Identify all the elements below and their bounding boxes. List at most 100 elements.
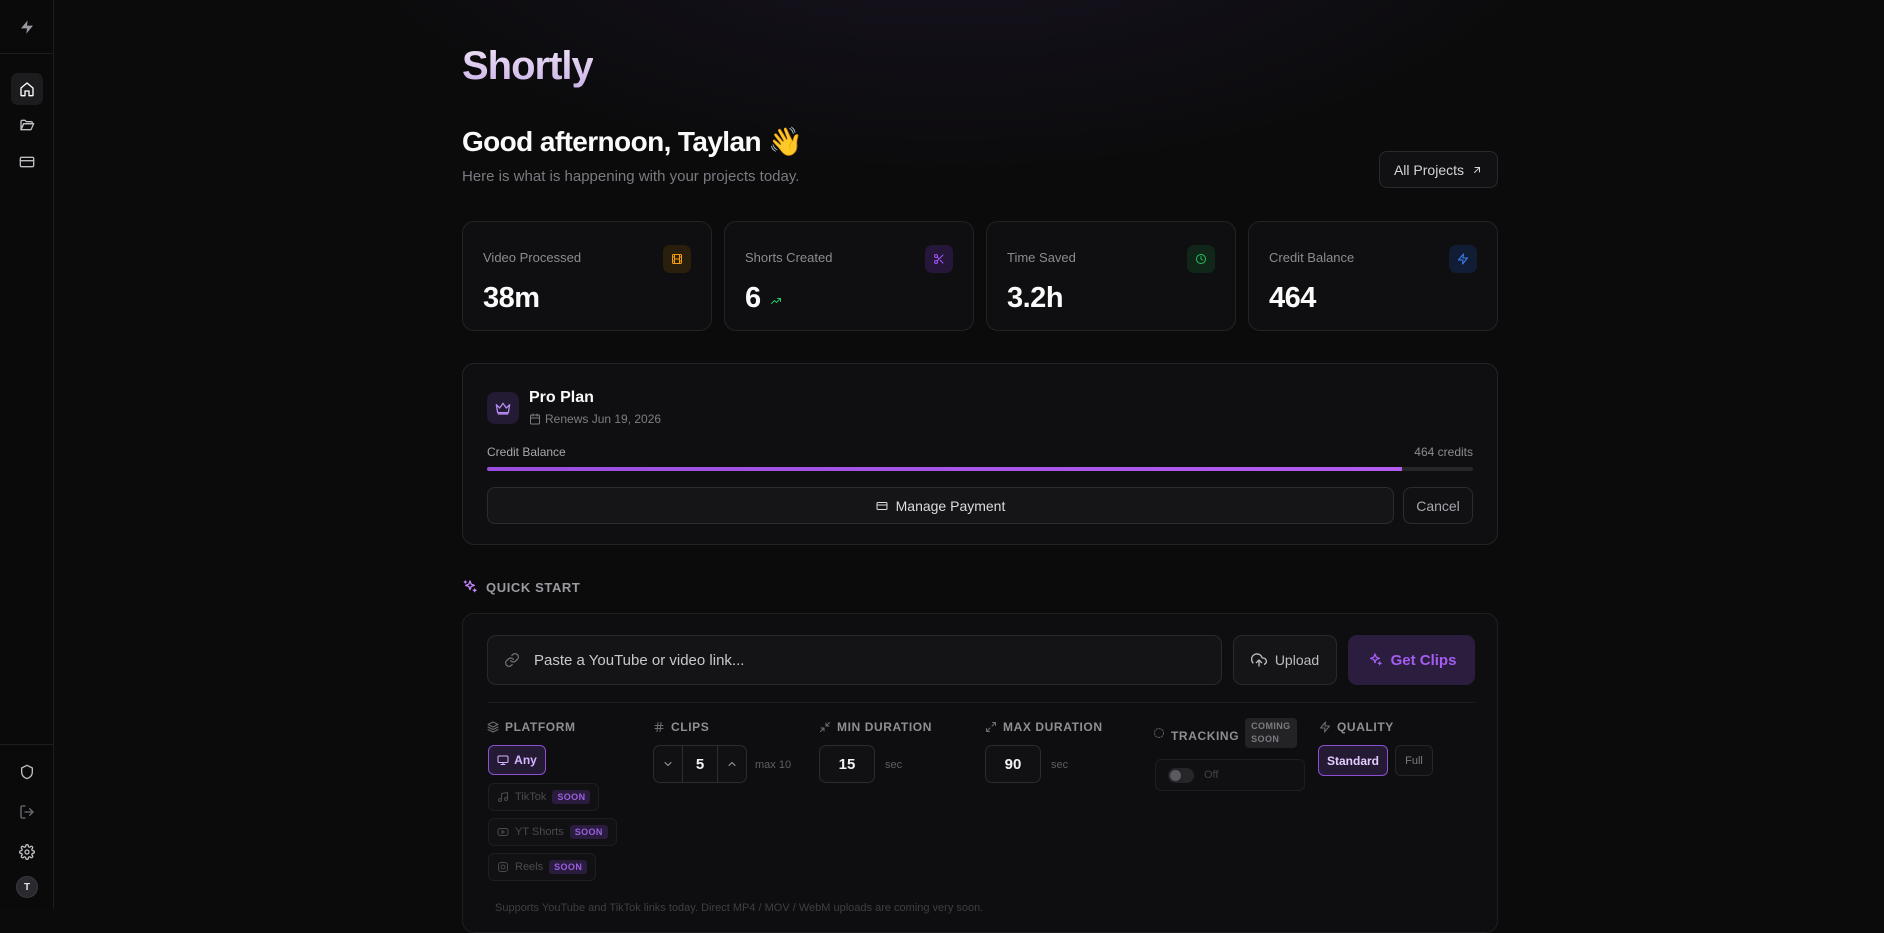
maximize-icon [985,721,997,733]
upload-label: Upload [1274,652,1320,668]
link-icon [504,652,520,668]
greeting-heading: Good afternoon, Taylan 👋 [462,126,803,157]
youtube-icon [497,826,509,838]
all-projects-label: All Projects [1393,161,1464,178]
sparkles-icon [1367,652,1383,668]
zap-icon [19,19,35,35]
quick-start-heading: QUICK START [462,579,580,595]
avatar[interactable]: T [16,876,38,898]
link-input-wrapper[interactable] [487,635,1222,685]
calendar-icon [529,413,541,425]
supported-sources-note: Supports YouTube and TikTok links today.… [495,902,984,914]
max-duration-label-text: MAX DURATION [1003,720,1103,734]
credit-balance-value: 464 credits [1414,445,1473,459]
app-logo[interactable] [0,0,54,54]
stat-card-video-processed: Video Processed 38m [462,221,712,331]
platform-option-tiktok[interactable]: TikTok SOON [488,783,600,811]
clips-max-hint: max 10 [755,759,792,771]
upload-button[interactable]: Upload [1233,635,1337,685]
get-clips-label: Get Clips [1390,651,1457,669]
quick-start-title: QUICK START [486,579,581,595]
video-link-input[interactable] [534,651,1184,669]
instagram-icon [497,861,509,873]
clips-label-text: CLIPS [671,720,710,734]
layers-icon [487,721,499,733]
max-duration-unit: sec [1051,759,1069,771]
min-duration-label-text: MIN DURATION [837,720,932,734]
stats-row: Video Processed 38m Shorts Created 6 Tim… [462,221,1498,331]
stat-label: Shorts Created [745,250,833,265]
plan-card: Pro Plan Renews Jun 19, 2026 Credit Bala… [462,363,1498,545]
sidebar-item-security[interactable] [11,756,43,788]
sidebar-item-home[interactable] [11,73,43,105]
increment-button[interactable] [718,746,746,782]
gear-icon [19,844,35,860]
cancel-button[interactable]: Cancel [1403,487,1473,524]
stat-label: Time Saved [1007,250,1076,265]
all-projects-button[interactable]: All Projects [1378,151,1498,188]
soon-badge: SOON [549,860,588,874]
clips-label: CLIPS [653,720,709,734]
max-duration-label: MAX DURATION [985,720,1103,734]
stat-value: 6 [745,282,761,314]
stat-card-credit-balance: Credit Balance 464 [1248,221,1498,331]
max-duration-input[interactable]: 90 [985,745,1041,783]
platform-option-any[interactable]: Any [488,745,546,775]
chevron-up-icon [726,758,738,770]
sidebar-item-billing[interactable] [11,146,43,178]
sidebar-divider [0,744,54,745]
toggle-switch[interactable] [1168,767,1194,783]
clips-value[interactable]: 5 [682,746,718,782]
credit-card-icon [876,500,888,512]
arrow-up-right-icon [1471,164,1483,176]
tracking-state: Off [1204,769,1219,781]
sidebar-item-logout[interactable] [11,796,43,828]
platform-option-label: YT Shorts [515,826,564,838]
monitor-icon [497,754,509,766]
stat-value: 464 [1269,282,1316,314]
platform-option-label: Any [514,753,537,767]
upload-cloud-icon [1250,652,1267,668]
soon-badge: SOON [569,825,608,839]
platform-option-label: Reels [515,861,544,873]
min-duration-unit: sec [885,759,903,771]
decrement-button[interactable] [654,746,682,782]
coming-soon-line2: SOON [1251,734,1280,744]
folder-open-icon [19,117,35,133]
quality-option-standard[interactable]: Standard [1318,745,1388,776]
tracking-toggle[interactable]: Off [1155,759,1305,791]
min-duration-input[interactable]: 15 [819,745,875,783]
plan-renewal: Renews Jun 19, 2026 [529,412,661,426]
platform-option-yt-shorts[interactable]: YT Shorts SOON [488,818,617,846]
stat-label: Video Processed [483,250,582,265]
manage-payment-label: Manage Payment [895,497,1006,514]
log-out-icon [19,804,35,820]
clips-stepper: 5 [653,745,747,783]
credit-progress-fill [487,467,1402,471]
platform-label: PLATFORM [487,720,576,734]
manage-payment-button[interactable]: Manage Payment [487,487,1394,524]
chevron-down-icon [662,758,674,770]
platform-option-reels[interactable]: Reels SOON [488,853,597,881]
shield-icon [19,764,35,780]
greeting-subtitle: Here is what is happening with your proj… [462,168,800,185]
quality-option-full[interactable]: Full [1395,745,1433,776]
zap-icon [1449,245,1477,273]
sparkles-icon [462,579,478,595]
divider [487,702,1475,703]
get-clips-button[interactable]: Get Clips [1348,635,1475,685]
coming-soon-badge: COMING SOON [1245,718,1297,748]
quality-label-text: QUALITY [1337,720,1394,734]
sidebar: T [0,0,54,909]
crosshair-icon [1153,727,1165,739]
platform-label-text: PLATFORM [505,720,576,734]
stat-card-shorts-created: Shorts Created 6 [724,221,974,331]
credit-card-icon [19,154,35,170]
hash-icon [653,721,665,733]
tracking-label: TRACKING COMING SOON [1153,718,1297,748]
scissors-icon [925,245,953,273]
sidebar-item-settings[interactable] [11,836,43,868]
sidebar-item-projects[interactable] [11,109,43,141]
plan-title: Pro Plan [529,389,594,406]
film-icon [663,245,691,273]
